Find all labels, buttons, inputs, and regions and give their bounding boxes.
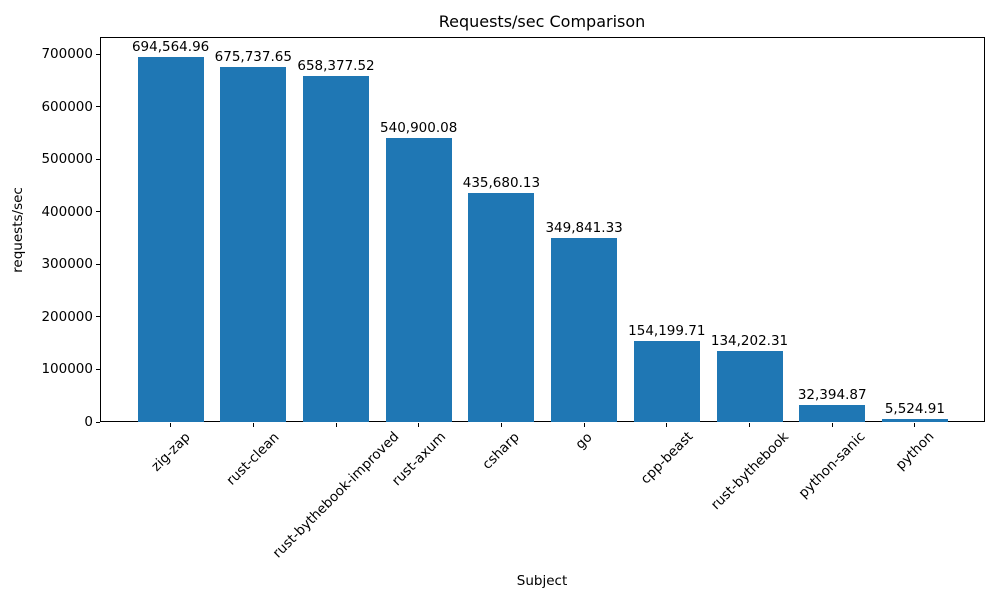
x-tick-label: csharp: [479, 428, 524, 473]
y-tick-label: 500000: [41, 151, 93, 168]
x-tick-mark: [583, 423, 585, 427]
bar-value-label: 154,199.71: [628, 322, 706, 339]
x-tick-mark: [914, 423, 916, 427]
bar-value-label: 540,900.08: [380, 119, 458, 136]
bar: [468, 192, 535, 422]
bar-value-label: 675,737.65: [214, 48, 292, 65]
y-tick-label: 200000: [41, 308, 93, 325]
bar-value-label: 658,377.52: [297, 57, 375, 74]
x-tick-mark: [831, 423, 833, 427]
bar-value-label: 694,564.96: [131, 38, 210, 55]
y-tick-mark: [96, 158, 100, 160]
y-tick-mark: [96, 368, 100, 370]
y-tick-mark: [96, 53, 100, 55]
bar-value-label: 5,524.91: [884, 401, 945, 418]
bar: [303, 75, 369, 422]
x-axis-label: Subject: [516, 573, 568, 589]
x-tick-mark: [418, 423, 420, 427]
bar: [220, 66, 287, 422]
x-tick-label: python: [892, 428, 938, 474]
y-tick-label: 400000: [41, 203, 93, 220]
x-tick-label: python-sanic: [795, 428, 869, 502]
bar: [633, 340, 700, 422]
x-tick-mark: [749, 423, 750, 427]
x-tick-label: rust-bythebook: [707, 429, 792, 514]
y-tick-label: 700000: [41, 46, 93, 62]
y-tick-label: 600000: [41, 98, 93, 115]
x-tick-mark: [335, 423, 337, 427]
y-tick-mark: [96, 211, 100, 213]
x-tick-label: rust-bythebook-improved: [269, 429, 403, 562]
bar: [385, 137, 452, 422]
y-tick-label: 100000: [41, 361, 93, 378]
chart-title: Requests/sec Comparison: [438, 12, 646, 31]
y-tick-mark: [96, 421, 100, 423]
bar: [716, 351, 783, 422]
y-tick-label: 0: [84, 414, 93, 430]
bar: [881, 419, 948, 422]
x-tick-mark: [252, 423, 254, 427]
bar-value-label: 32,394.87: [797, 386, 867, 403]
y-axis-label: requests/sec: [10, 187, 26, 273]
x-tick-label: cpp-beast: [637, 429, 697, 488]
y-tick-mark: [96, 263, 100, 265]
x-tick-mark: [500, 423, 502, 427]
x-tick-label: go: [572, 429, 596, 453]
x-tick-mark: [666, 423, 668, 427]
bar-value-label: 349,841.33: [545, 220, 623, 237]
x-tick-mark: [170, 423, 172, 427]
y-tick-label: 300000: [41, 256, 93, 273]
bar-value-label: 435,680.13: [462, 174, 541, 191]
x-tick-label: rust-clean: [223, 429, 283, 489]
y-tick-mark: [96, 316, 100, 318]
bar: [137, 56, 204, 422]
bar: [551, 238, 618, 422]
bar: [799, 404, 866, 422]
x-tick-label: zig-zap: [147, 428, 194, 475]
bar-value-label: 134,202.31: [710, 333, 789, 350]
y-tick-mark: [96, 106, 100, 108]
